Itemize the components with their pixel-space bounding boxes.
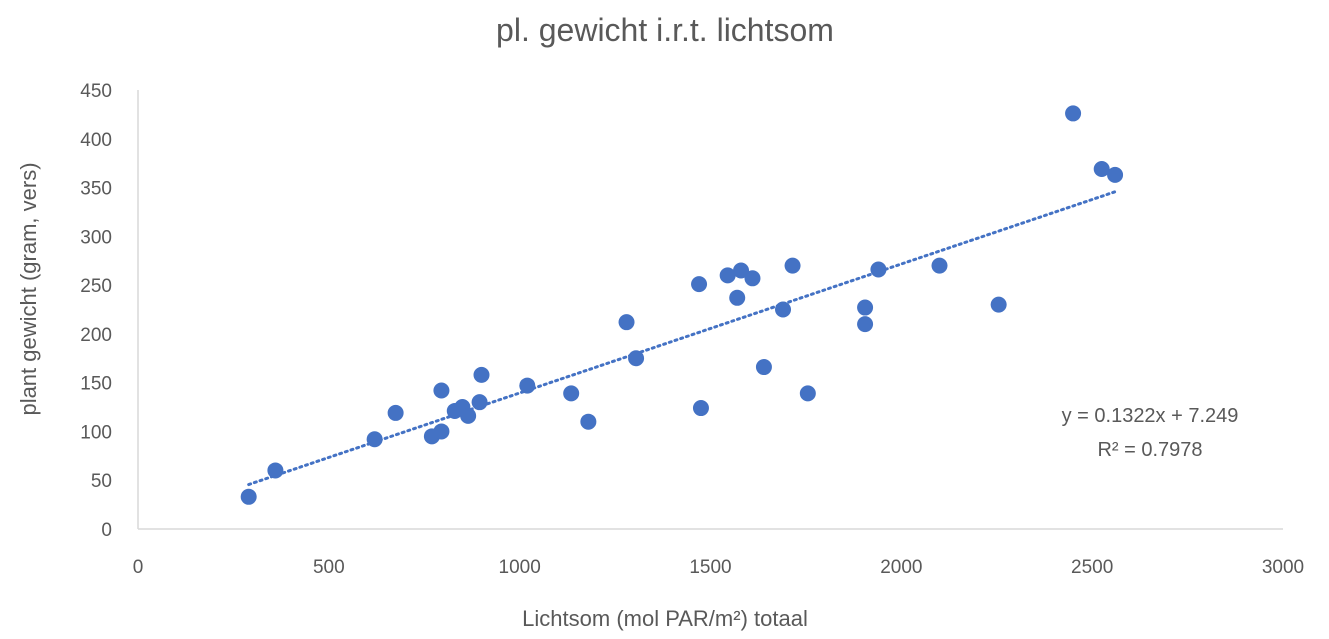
y-tick-label: 50 bbox=[91, 471, 112, 492]
x-tick-label: 0 bbox=[133, 557, 144, 578]
data-point bbox=[240, 488, 257, 505]
data-point bbox=[471, 394, 488, 411]
data-point bbox=[744, 270, 761, 287]
data-point bbox=[692, 400, 709, 417]
r-squared-label: R² = 0.7978 bbox=[1097, 439, 1202, 461]
chart-title: pl. gewicht i.r.t. lichtsom bbox=[496, 12, 834, 48]
data-point bbox=[387, 404, 404, 421]
data-point bbox=[990, 296, 1007, 313]
data-point bbox=[857, 299, 874, 316]
x-axis-title: Lichtsom (mol PAR/m²) totaal bbox=[522, 606, 808, 631]
data-point bbox=[628, 350, 645, 367]
data-point bbox=[799, 385, 816, 402]
data-point bbox=[755, 359, 772, 376]
y-tick-label: 350 bbox=[80, 179, 112, 200]
y-tick-label: 150 bbox=[80, 374, 112, 395]
data-point bbox=[857, 316, 874, 333]
trendline-layer bbox=[247, 190, 1117, 487]
data-point bbox=[433, 382, 450, 399]
data-point bbox=[733, 262, 750, 279]
y-tick-label: 300 bbox=[80, 227, 112, 248]
x-tick-label: 500 bbox=[313, 557, 345, 578]
data-point bbox=[1065, 105, 1082, 122]
points-layer bbox=[240, 105, 1124, 505]
data-point bbox=[719, 267, 736, 284]
x-tick-label: 1500 bbox=[689, 557, 731, 578]
data-point bbox=[691, 276, 708, 293]
trendline bbox=[247, 190, 1117, 487]
data-point bbox=[931, 257, 948, 274]
data-point bbox=[433, 423, 450, 440]
data-point bbox=[580, 413, 597, 430]
data-point bbox=[519, 377, 536, 394]
data-point bbox=[563, 385, 580, 402]
y-tick-label: 200 bbox=[80, 325, 112, 346]
x-tick-label: 2500 bbox=[1071, 557, 1113, 578]
y-tick-label: 400 bbox=[80, 130, 112, 151]
data-point bbox=[460, 407, 477, 424]
data-point bbox=[1093, 161, 1110, 178]
data-point bbox=[473, 366, 490, 383]
data-point bbox=[1107, 166, 1124, 183]
data-point bbox=[618, 314, 635, 331]
y-tick-label: 0 bbox=[101, 520, 112, 541]
data-point bbox=[267, 462, 284, 479]
x-tick-label: 2000 bbox=[880, 557, 922, 578]
data-point bbox=[775, 301, 792, 318]
data-point bbox=[366, 431, 383, 448]
y-ticks: 0 50 100 150 200 250 300 350 400 450 bbox=[80, 81, 112, 541]
data-point bbox=[729, 289, 746, 306]
y-axis-title: plant gewicht (gram, vers) bbox=[16, 162, 41, 415]
y-tick-label: 250 bbox=[80, 276, 112, 297]
y-tick-label: 100 bbox=[80, 422, 112, 443]
data-point bbox=[784, 257, 801, 274]
x-ticks: 0 500 1000 1500 2000 2500 3000 bbox=[133, 557, 1304, 578]
data-point bbox=[870, 261, 887, 278]
x-tick-label: 1000 bbox=[499, 557, 541, 578]
x-tick-label: 3000 bbox=[1262, 557, 1304, 578]
equation-label: y = 0.1322x + 7.249 bbox=[1062, 405, 1239, 427]
y-tick-label: 450 bbox=[80, 81, 112, 102]
